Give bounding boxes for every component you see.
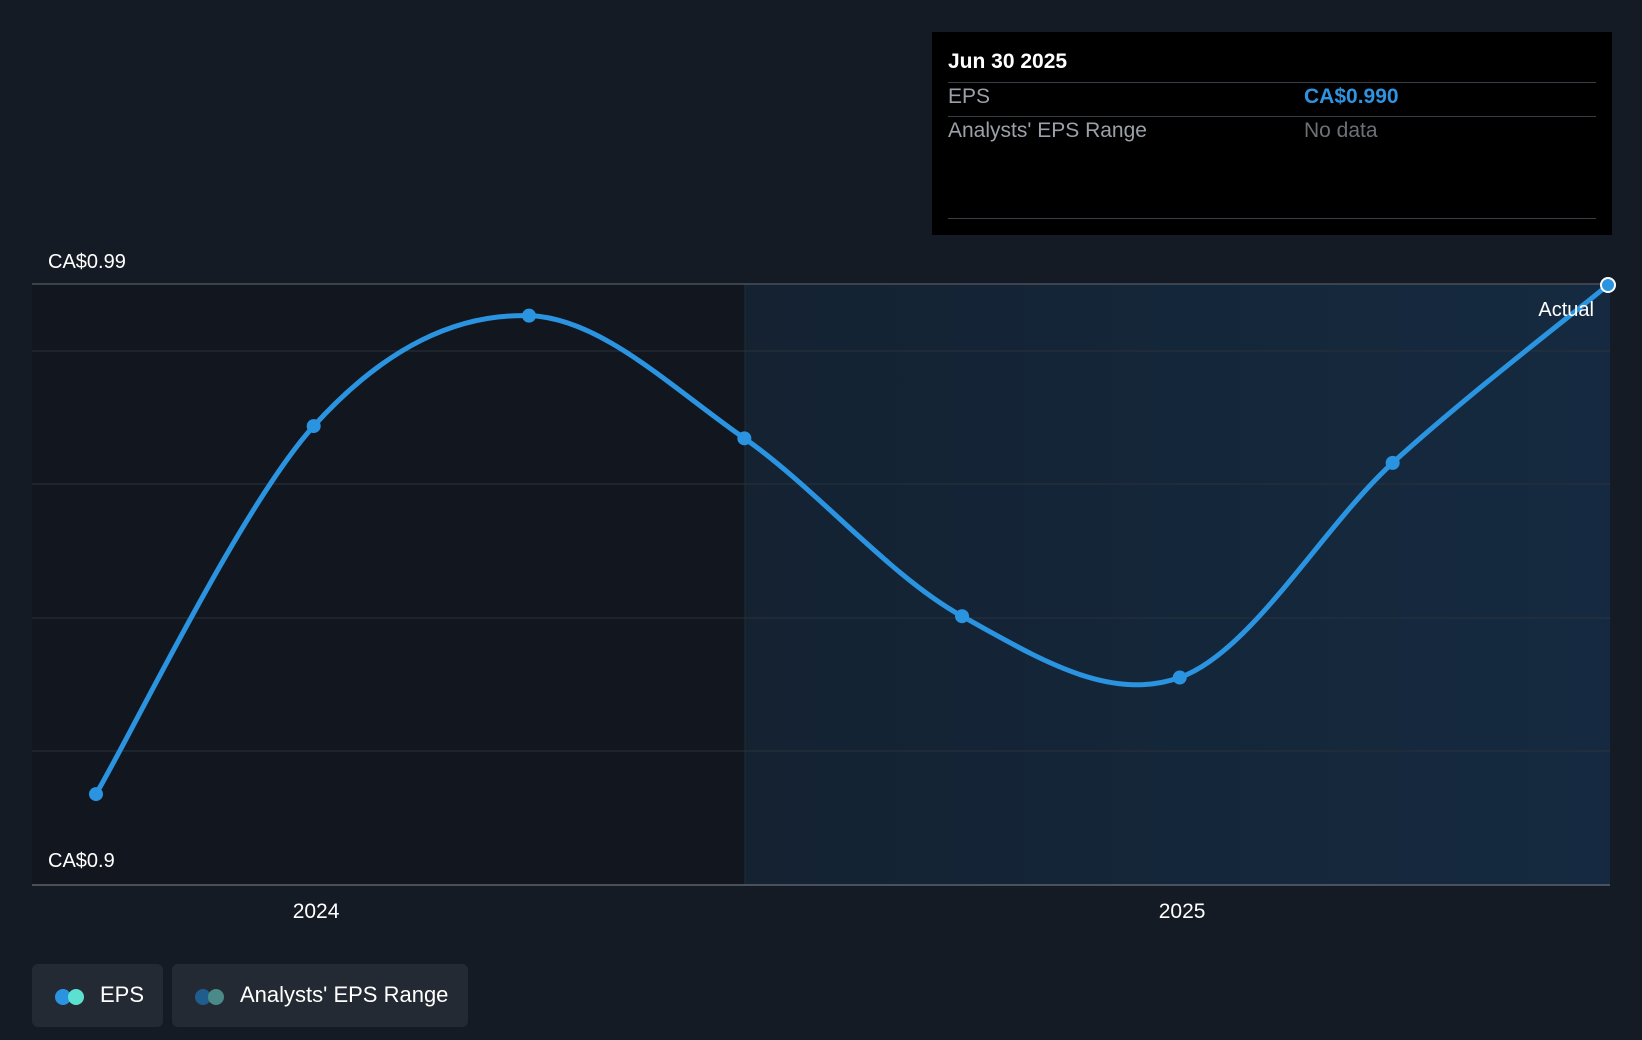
legend-analysts-range[interactable]: Analysts' EPS Range	[172, 964, 468, 1027]
tooltip-date: Jun 30 2025	[948, 50, 1068, 73]
range-dot-icon	[195, 989, 211, 1005]
eps-point[interactable]	[955, 609, 970, 624]
highlight-region	[745, 284, 1610, 885]
x-tick-labels: 2024 2025	[293, 900, 1206, 923]
x-tick-label: 2025	[1159, 900, 1206, 923]
eps-point[interactable]	[89, 787, 103, 802]
tooltip: Jun 30 2025 EPS CA$0.990 Analysts' EPS R…	[932, 32, 1612, 235]
y-tick-labels: CA$0.99 CA$0.9	[48, 251, 126, 872]
legend-range-label: Analysts' EPS Range	[240, 982, 449, 1007]
eps-point[interactable]	[737, 431, 752, 446]
legend-eps-label: EPS	[100, 982, 145, 1007]
gridlines	[32, 283, 1610, 752]
past-region	[32, 284, 745, 885]
eps-point[interactable]	[522, 308, 537, 323]
tooltip-divider	[948, 82, 1596, 83]
x-tick-label: 2024	[293, 900, 340, 923]
eps-point[interactable]	[1172, 670, 1187, 685]
range-dot-icon	[208, 989, 224, 1005]
tooltip-divider	[948, 116, 1596, 117]
y-tick-label: CA$0.99	[48, 251, 126, 273]
eps-points	[89, 277, 1616, 802]
eps-point[interactable]	[1385, 455, 1400, 470]
y-tick-label: CA$0.9	[48, 850, 115, 872]
eps-point[interactable]	[306, 419, 321, 434]
eps-point[interactable]	[1600, 277, 1616, 293]
tooltip-range-value: No data	[1304, 119, 1378, 142]
tooltip-range-label: Analysts' EPS Range	[948, 119, 1147, 142]
tooltip-eps-value: CA$0.990	[1304, 85, 1399, 108]
tooltip-divider	[948, 218, 1596, 219]
tooltip-eps-label: EPS	[948, 85, 991, 108]
eps-dot-icon	[68, 989, 84, 1005]
legend-eps[interactable]: EPS	[32, 964, 163, 1027]
eps-dot-icon	[55, 989, 71, 1005]
actual-label: Actual	[1538, 299, 1594, 321]
